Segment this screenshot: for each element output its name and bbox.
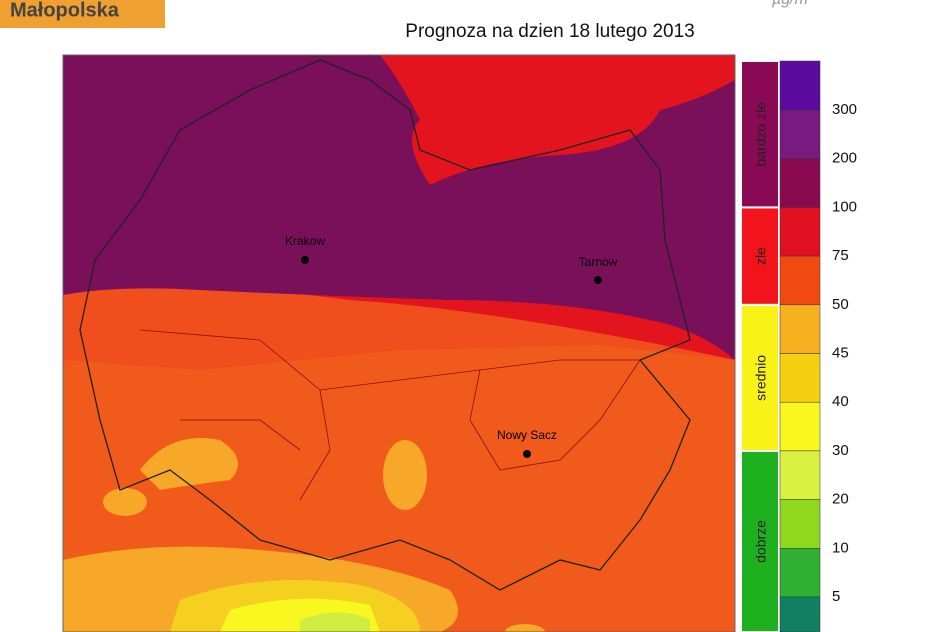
legend-category-label: zle — [753, 247, 769, 265]
legend-swatch — [779, 158, 821, 208]
region — [103, 488, 147, 516]
region — [380, 55, 735, 185]
legend: 300 200 100 75 50 45 40 30 20 10 5 bardzo zle zle sre… — [742, 60, 857, 632]
district-border — [139, 329, 641, 501]
region — [505, 624, 545, 632]
region — [300, 612, 370, 632]
legend-tick-label: 300 — [832, 101, 857, 118]
legend-swatch — [779, 596, 821, 632]
legend-tick-label: 20 — [832, 491, 849, 508]
legend-tick-label: 5 — [832, 588, 840, 605]
legend-category — [742, 451, 778, 631]
legend-swatch — [779, 255, 821, 306]
legend-tick-label: 10 — [832, 539, 849, 556]
logo-box — [0, 0, 165, 28]
legend-swatch — [779, 304, 821, 354]
legend-swatch — [779, 450, 821, 500]
legend-swatch — [779, 548, 821, 598]
logo: Małopolska — [10, 0, 120, 21]
legend-tick-label: 30 — [832, 442, 849, 459]
legend-swatch — [779, 60, 821, 111]
region — [383, 440, 427, 510]
legend-tick-label: 75 — [832, 247, 849, 264]
legend-swatch — [779, 401, 821, 452]
border — [79, 59, 691, 591]
legend-swatch — [779, 499, 821, 549]
legend-category — [742, 208, 778, 304]
city-label: Nowy Sacz — [497, 428, 557, 442]
legend-category-label: bardzo zle — [753, 102, 769, 167]
legend-category — [742, 305, 778, 450]
legend-tick-label: 40 — [832, 393, 849, 410]
legend-swatch — [779, 207, 821, 257]
unit: µg/m³ — [771, 0, 814, 8]
legend-tick-label: 50 — [832, 296, 849, 313]
legend-tick-label: 45 — [832, 344, 849, 361]
region — [140, 438, 238, 490]
legend-category-label: srednio — [753, 355, 769, 401]
city-dot — [301, 256, 309, 264]
legend-category — [742, 62, 778, 207]
legend-category-label: dobrze — [753, 520, 769, 563]
legend-swatch — [779, 109, 821, 159]
city-dot — [523, 450, 531, 458]
city-label: Krakow — [285, 234, 325, 248]
title: Prognoza na dzien 18 lutego 2013 — [405, 21, 694, 42]
map-frame — [62, 54, 736, 632]
legend-tick-label: 100 — [832, 198, 857, 215]
city-dot — [594, 276, 602, 284]
map: Krakow Tarnow Nowy Sacz — [62, 54, 736, 632]
city-label: Tarnow — [579, 255, 618, 269]
legend-swatch — [779, 353, 821, 403]
legend-tick-label: 200 — [832, 150, 857, 167]
